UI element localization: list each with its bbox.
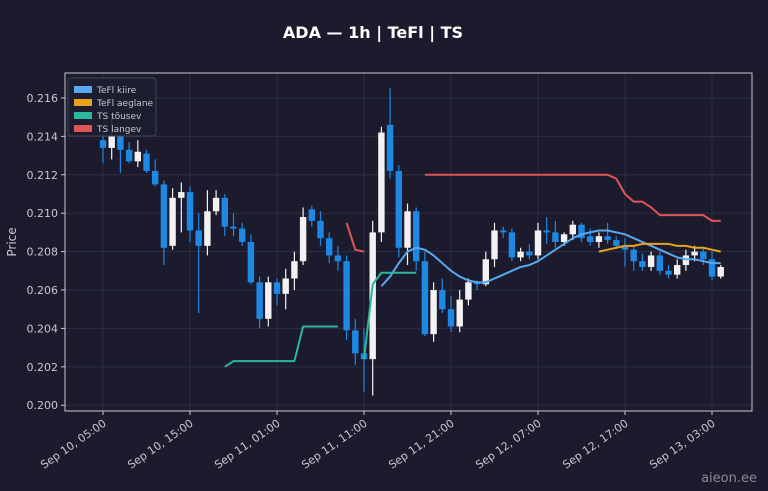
candle-body bbox=[543, 230, 550, 233]
plot bbox=[99, 88, 724, 396]
candle-body bbox=[221, 197, 228, 227]
plot-frame bbox=[64, 72, 753, 412]
candle-body bbox=[587, 236, 594, 242]
y-tick-label: 0.202 bbox=[27, 361, 59, 374]
candle-body bbox=[656, 255, 663, 271]
candle-body bbox=[386, 124, 394, 171]
legend-label: TeFl aeglane bbox=[96, 99, 154, 109]
candle-body bbox=[378, 132, 385, 233]
candle-body bbox=[230, 226, 237, 229]
candle-body bbox=[447, 309, 455, 327]
candle-body bbox=[639, 261, 646, 267]
y-tick-label: 0.208 bbox=[27, 246, 59, 259]
candle-body bbox=[578, 224, 585, 239]
candle-body bbox=[430, 290, 437, 335]
candle-body bbox=[560, 234, 568, 242]
candle-body bbox=[552, 232, 559, 242]
candle-body bbox=[291, 261, 298, 279]
candle-body bbox=[700, 251, 707, 260]
candle-body bbox=[500, 230, 507, 233]
candle-body bbox=[647, 255, 655, 267]
candle-body bbox=[517, 251, 524, 258]
candle-body bbox=[99, 140, 107, 148]
legend-swatch bbox=[74, 112, 92, 119]
candle-body bbox=[317, 220, 324, 239]
candle-body bbox=[186, 192, 194, 231]
candle-body bbox=[308, 209, 315, 221]
legend: TeFl kiire TeFl aeglane TS tõusev TS langev bbox=[67, 77, 157, 137]
candle-body bbox=[108, 136, 115, 148]
indicator-line bbox=[598, 242, 721, 253]
candle-body bbox=[369, 232, 376, 360]
candle-body bbox=[439, 290, 446, 310]
legend-swatch bbox=[74, 86, 92, 93]
legend-label: TeFl kiire bbox=[96, 86, 137, 96]
candle-body bbox=[526, 251, 533, 256]
candle-body bbox=[708, 259, 716, 277]
candle-body bbox=[247, 242, 255, 283]
candle-body bbox=[204, 211, 211, 246]
candle-body bbox=[352, 330, 359, 354]
candle-body bbox=[169, 197, 176, 246]
candle-body bbox=[195, 230, 202, 246]
candle-body bbox=[160, 184, 168, 248]
y-tick-label: 0.214 bbox=[27, 130, 59, 143]
indicator-line bbox=[380, 229, 721, 287]
legend-label: TS tõusev bbox=[96, 112, 142, 122]
candle-body bbox=[212, 197, 220, 212]
y-tick-label: 0.212 bbox=[27, 169, 59, 182]
y-tick-label: 0.200 bbox=[27, 399, 59, 412]
y-tick-label: 0.216 bbox=[27, 92, 59, 105]
candle-body bbox=[665, 270, 672, 275]
candle-body bbox=[395, 170, 402, 248]
candle-body bbox=[125, 149, 133, 162]
candle-body bbox=[482, 259, 489, 285]
candle-body bbox=[273, 282, 281, 294]
watermark: aieon.ee bbox=[701, 471, 757, 486]
candle-body bbox=[613, 240, 620, 246]
chart-title: ADA — 1h | TeFl | TS bbox=[283, 23, 463, 43]
candle-body bbox=[604, 236, 611, 241]
candle-body bbox=[569, 224, 576, 235]
legend-swatch bbox=[74, 125, 92, 132]
candle-body bbox=[239, 228, 246, 242]
candle-body bbox=[717, 266, 724, 277]
candle-body bbox=[282, 278, 289, 294]
candle-body bbox=[534, 230, 542, 256]
candle-body bbox=[152, 170, 159, 185]
candle-body bbox=[456, 299, 463, 327]
candle-body bbox=[334, 255, 342, 262]
candle-body bbox=[413, 211, 420, 262]
candle-body bbox=[143, 153, 150, 171]
candle-body bbox=[674, 265, 681, 275]
candle-body bbox=[134, 151, 141, 162]
candle-body bbox=[595, 236, 603, 242]
candle-body bbox=[256, 282, 263, 319]
candle-body bbox=[343, 261, 350, 331]
y-axis-label: Price bbox=[5, 227, 19, 256]
candle-body bbox=[178, 192, 185, 198]
legend-label: TS langev bbox=[96, 125, 142, 135]
legend-swatch bbox=[74, 99, 92, 106]
y-tick-label: 0.210 bbox=[27, 207, 59, 220]
candle-body bbox=[621, 245, 629, 250]
candle-body bbox=[117, 136, 124, 150]
candle-body bbox=[326, 238, 333, 256]
candle-body bbox=[465, 282, 472, 300]
candle-body bbox=[265, 282, 272, 319]
indicator-line bbox=[345, 173, 721, 253]
candle-body bbox=[299, 217, 307, 262]
candle-body bbox=[508, 232, 516, 258]
candle-body bbox=[691, 251, 698, 256]
y-tick-label: 0.204 bbox=[27, 322, 59, 335]
candle-body bbox=[630, 249, 637, 262]
candle-body bbox=[491, 230, 498, 260]
candle-body bbox=[404, 211, 411, 248]
y-tick-label: 0.206 bbox=[27, 284, 59, 297]
indicator-line bbox=[224, 271, 417, 368]
candle-body bbox=[421, 261, 429, 335]
